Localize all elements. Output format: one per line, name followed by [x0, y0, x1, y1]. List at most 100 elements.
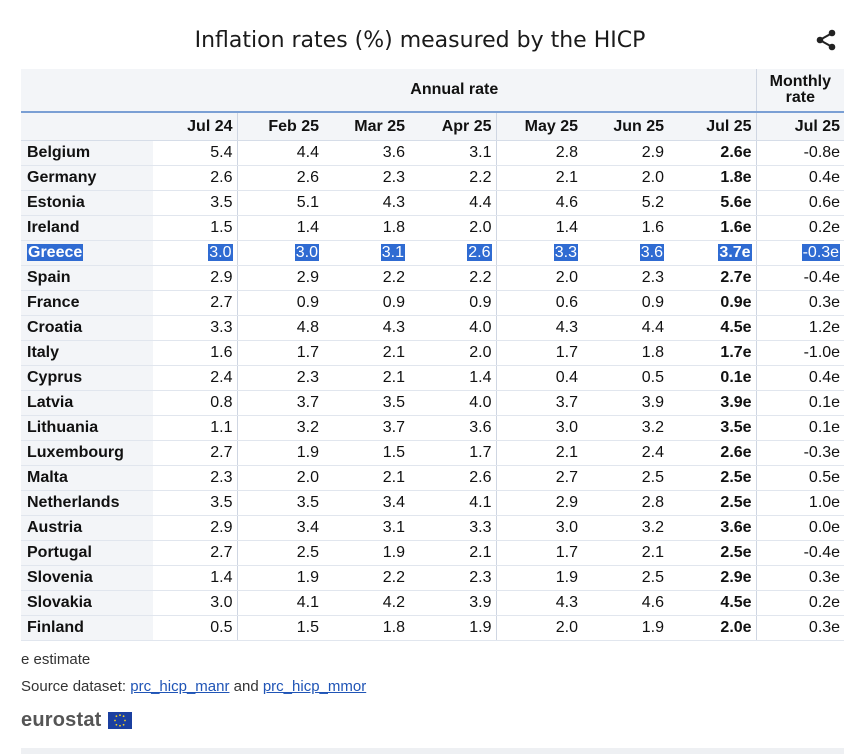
value-cell: 0.3e	[756, 615, 845, 641]
value-cell: 3.0	[496, 515, 582, 541]
value-text: 1.8	[641, 344, 664, 361]
value-text: 0.9	[296, 294, 319, 311]
value-text: 1.9	[555, 569, 578, 586]
value-cell: 3.7	[237, 390, 323, 416]
value-text: 3.2	[296, 419, 319, 436]
value-cell: 1.5	[323, 440, 409, 466]
value-text: 0.4	[555, 369, 578, 386]
value-cell: 2.7	[153, 440, 238, 466]
value-text: 3.2	[641, 419, 664, 436]
value-cell: 3.1	[323, 515, 409, 541]
value-text: 2.1	[555, 169, 578, 186]
value-cell: 3.2	[582, 415, 668, 441]
value-cell: 3.0	[237, 240, 323, 266]
country-name: Latvia	[27, 394, 74, 411]
value-cell: 1.8e	[668, 165, 757, 191]
source-link-manr[interactable]: prc_hicp_manr	[130, 678, 230, 695]
value-text: 3.0	[208, 244, 233, 261]
country-cell: Cyprus	[21, 365, 153, 391]
value-cell: 3.4	[323, 490, 409, 516]
value-cell: 4.8	[237, 315, 323, 341]
value-text: 3.7	[555, 394, 578, 411]
value-text: 2.2	[382, 269, 405, 286]
value-text: 1.7	[555, 544, 578, 561]
value-cell: 1.4	[409, 365, 497, 391]
value-text: 4.5e	[720, 319, 752, 336]
value-cell: 0.3e	[756, 565, 845, 591]
header-month: May 25	[496, 112, 582, 141]
value-text: 3.1	[469, 144, 492, 161]
value-cell: 2.0	[409, 340, 497, 366]
header-month: Jun 25	[582, 112, 668, 141]
value-text: 2.9	[210, 269, 233, 286]
value-cell: 2.1	[496, 440, 582, 466]
value-cell: 1.2e	[756, 315, 845, 341]
value-cell: 2.9	[496, 490, 582, 516]
value-cell: 3.7	[323, 415, 409, 441]
value-text: 2.1	[641, 544, 664, 561]
country-name: Lithuania	[27, 419, 99, 436]
country-name: Finland	[27, 619, 84, 636]
value-cell: 0.1e	[756, 390, 845, 416]
value-text: 1.7	[555, 344, 578, 361]
value-text: -0.8e	[803, 144, 841, 161]
value-text: 3.4	[382, 494, 405, 511]
table-row: Slovenia 1.4 1.9 2.2 2.3 1.9 2.5 2.9e 0.3e	[21, 565, 845, 591]
share-icon[interactable]	[814, 28, 838, 52]
value-text: 2.3	[210, 469, 233, 486]
value-cell: 3.1	[409, 140, 497, 166]
value-cell: 2.1	[496, 165, 582, 191]
country-name: Luxembourg	[27, 444, 124, 461]
value-cell: 5.2	[582, 190, 668, 216]
value-cell: 2.0	[496, 615, 582, 641]
value-cell: 4.3	[496, 315, 582, 341]
country-name: Netherlands	[27, 494, 120, 511]
value-text: 1.2e	[808, 319, 841, 336]
value-cell: 1.7	[496, 340, 582, 366]
value-cell: 0.9e	[668, 290, 757, 316]
value-cell: 2.2	[323, 265, 409, 291]
value-cell: 2.7e	[668, 265, 757, 291]
value-cell: 1.9	[496, 565, 582, 591]
value-text: 0.4e	[808, 169, 841, 186]
value-text: 0.3e	[808, 569, 841, 586]
value-cell: 2.1	[323, 365, 409, 391]
value-text: 2.1	[382, 469, 405, 486]
value-cell: 3.0	[153, 240, 238, 266]
value-text: 2.4	[210, 369, 233, 386]
value-cell: 3.3	[153, 315, 238, 341]
value-text: 1.8e	[720, 169, 752, 186]
table-row: France 2.7 0.9 0.9 0.9 0.6 0.9 0.9e 0.3e	[21, 290, 845, 316]
value-cell: 2.7	[496, 465, 582, 491]
value-text: 2.9	[210, 519, 233, 536]
value-text: 2.8	[641, 494, 664, 511]
value-cell: 1.9	[237, 565, 323, 591]
value-text: 5.6e	[720, 194, 752, 211]
country-name: Germany	[27, 169, 97, 186]
value-text: 1.9	[382, 544, 405, 561]
value-cell: -1.0e	[756, 340, 845, 366]
value-text: 3.9	[469, 594, 492, 611]
value-cell: 2.3	[582, 265, 668, 291]
value-text: 1.9	[296, 569, 319, 586]
value-text: 3.5	[296, 494, 319, 511]
value-text: -1.0e	[803, 344, 841, 361]
value-text: 0.5	[210, 619, 233, 636]
value-text: 3.5	[210, 194, 233, 211]
value-text: -0.4e	[803, 269, 841, 286]
value-cell: 0.3e	[756, 290, 845, 316]
value-cell: 3.5	[237, 490, 323, 516]
value-cell: 2.9	[237, 265, 323, 291]
table-row: Germany 2.6 2.6 2.3 2.2 2.1 2.0 1.8e 0.4e	[21, 165, 845, 191]
country-name: Greece	[27, 244, 84, 261]
value-text: -0.3e	[801, 244, 841, 261]
source-link-mmor[interactable]: prc_hicp_mmor	[262, 678, 367, 695]
value-cell: 3.9	[409, 590, 497, 616]
value-cell: 2.5	[237, 540, 323, 566]
value-text: 2.6	[469, 469, 492, 486]
table-row: Belgium 5.4 4.4 3.6 3.1 2.8 2.9 2.6e -0.8e	[21, 140, 845, 166]
value-cell: 1.5	[153, 215, 238, 241]
value-cell: 0.9	[409, 290, 497, 316]
eurostat-logo[interactable]: eurostat	[21, 709, 132, 732]
table-row: Greece 3.0 3.0 3.1 2.6 3.3 3.6 3.7e -0.3e	[21, 240, 845, 266]
